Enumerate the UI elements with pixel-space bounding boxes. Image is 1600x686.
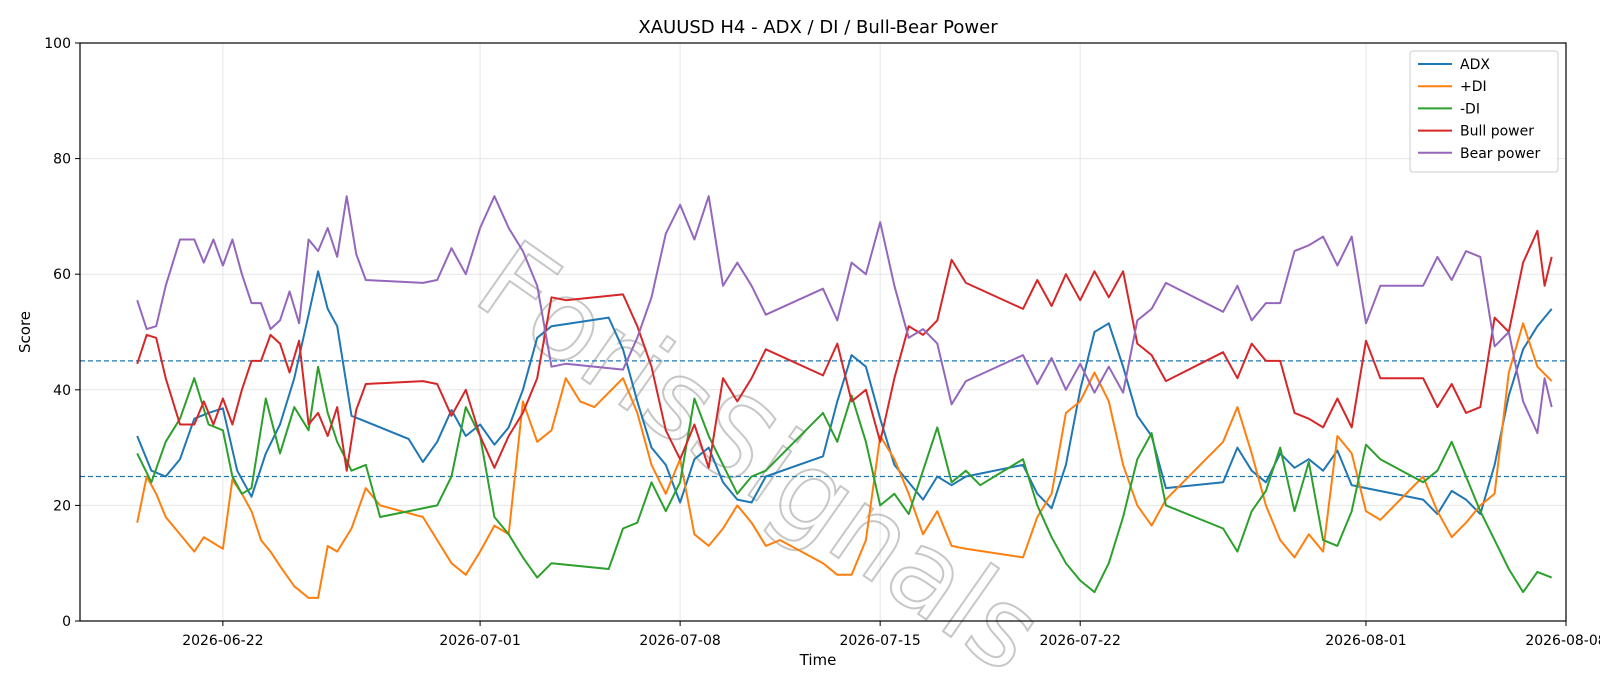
x-axis: 2026-06-22 2026-07-01 2026-07-08 2026-07-15… [182,621,1600,649]
chart-title: XAUUSD H4 - ADX / DI / Bull-Bear Power [638,17,998,38]
series-line-adx [136,270,1553,516]
series-lines [136,195,1553,599]
series-line-bull-power [136,229,1553,472]
y-tick-label: 80 [53,152,71,168]
y-axis-title: Score [16,311,34,353]
y-axis: 0 20 40 60 80 100 [44,36,80,630]
legend-label: ADX [1460,57,1490,73]
legend-label: Bull power [1460,124,1534,140]
legend-label: -DI [1460,101,1480,117]
series-line-di [136,322,1553,599]
x-axis-title: Time [799,651,837,669]
x-tick-label: 2026-07-01 [439,633,520,649]
legend-label: +DI [1460,79,1487,95]
y-tick-label: 20 [53,498,71,514]
legend-box [1409,50,1559,173]
x-tick-label: 2026-07-08 [639,633,720,649]
plot-frame [79,42,1567,622]
x-tick-label: 2026-08-08 [1525,633,1600,649]
y-tick-label: 60 [53,267,71,283]
y-tick-label: 40 [53,383,71,399]
series-line-di [136,365,1553,594]
legend-label: Bear power [1460,146,1541,162]
legend: ADX +DI -DI Bull power Bear power [1409,50,1559,173]
x-tick-label: 2026-07-15 [839,633,920,649]
x-tick-label: 2026-07-22 [1040,633,1121,649]
x-tick-label: 2026-08-01 [1325,633,1406,649]
series-line-bear-power [136,195,1553,435]
y-tick-label: 0 [62,614,71,630]
x-tick-label: 2026-06-22 [182,633,263,649]
y-tick-label: 100 [44,36,71,52]
